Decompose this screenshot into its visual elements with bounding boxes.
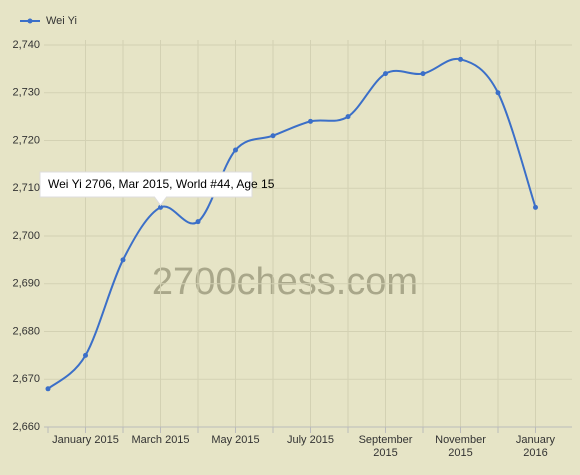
x-tick-label: January 2016 bbox=[515, 434, 556, 459]
legend-marker bbox=[27, 18, 33, 24]
y-tick-label: 2,670 bbox=[12, 373, 40, 385]
tooltip-box bbox=[39, 171, 253, 207]
x-tick-label: March 2015 bbox=[131, 434, 190, 446]
tooltip: Wei Yi 2706, Mar 2015, World #44, Age 15 bbox=[39, 171, 275, 207]
data-point bbox=[270, 133, 276, 139]
data-point bbox=[533, 204, 538, 210]
tooltip-text: Wei Yi 2706, Mar 2015, World #44, Age 15 bbox=[48, 177, 275, 191]
data-point bbox=[233, 147, 238, 153]
watermark: 2700chess.com bbox=[152, 261, 418, 303]
y-tick-label: 2,690 bbox=[12, 278, 40, 290]
x-tick-label: May 2015 bbox=[211, 434, 260, 446]
y-tick-label: 2,700 bbox=[12, 230, 40, 242]
data-point bbox=[345, 114, 351, 120]
y-tick-label: 2,720 bbox=[12, 134, 40, 146]
x-tick-label: July 2015 bbox=[286, 434, 335, 446]
data-point bbox=[195, 219, 201, 225]
y-tick-label: 2,660 bbox=[12, 421, 40, 433]
data-point bbox=[383, 71, 388, 77]
x-tick-label: January 2015 bbox=[52, 434, 119, 446]
data-point bbox=[458, 56, 463, 62]
y-tick-label: 2,730 bbox=[12, 87, 40, 99]
data-point bbox=[158, 204, 163, 210]
legend-label: Wei Yi bbox=[46, 15, 77, 27]
data-point bbox=[83, 352, 88, 358]
data-point bbox=[45, 386, 51, 392]
data-point bbox=[420, 71, 426, 77]
x-tick-label: September 2015 bbox=[358, 434, 413, 459]
data-point bbox=[495, 90, 501, 96]
y-tick-label: 2,740 bbox=[12, 39, 40, 51]
series-line bbox=[47, 57, 537, 390]
data-point bbox=[120, 257, 126, 263]
data-point bbox=[308, 118, 313, 124]
x-tick-label: November 2015 bbox=[435, 434, 486, 459]
y-tick-label: 2,680 bbox=[12, 325, 40, 337]
y-tick-label: 2,710 bbox=[12, 182, 40, 194]
